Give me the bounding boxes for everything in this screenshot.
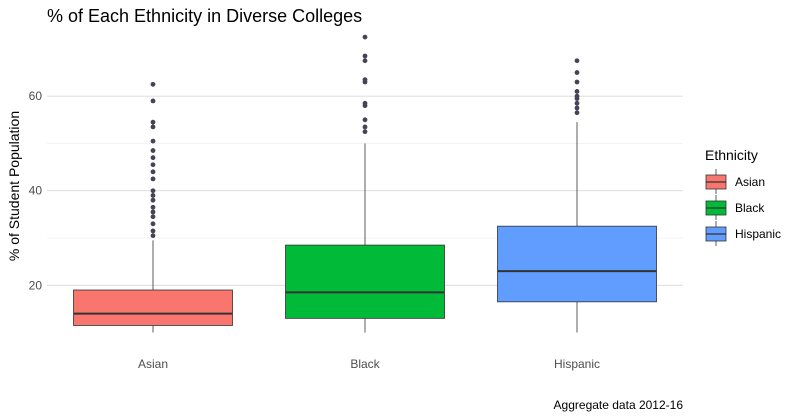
- x-tick-label: Hispanic: [554, 357, 600, 371]
- y-tick-label: 40: [29, 184, 43, 198]
- outlier-point: [362, 53, 368, 59]
- legend-label: Hispanic: [735, 227, 781, 241]
- outlier-point: [362, 58, 368, 64]
- outlier-point: [150, 193, 156, 198]
- outlier-point: [150, 148, 156, 153]
- outlier-point: [150, 204, 156, 210]
- y-tick-label: 20: [29, 278, 43, 292]
- outlier-point: [150, 124, 156, 130]
- outlier-point: [574, 93, 580, 99]
- outlier-point: [362, 129, 368, 135]
- y-axis-title: % of Student Population: [6, 111, 22, 261]
- outlier-point: [362, 100, 368, 106]
- outlier-point: [150, 119, 156, 125]
- box-asian: [73, 289, 233, 326]
- outlier-point: [362, 34, 368, 40]
- outlier-point: [150, 176, 156, 182]
- outlier-point: [150, 81, 156, 87]
- outlier-point: [362, 77, 368, 83]
- legend-label: Black: [735, 201, 765, 215]
- box-hispanic: [497, 225, 657, 303]
- outlier-point: [150, 155, 156, 161]
- outlier-point: [574, 79, 580, 85]
- outlier-point: [574, 58, 580, 64]
- outlier-point: [574, 110, 580, 116]
- x-tick-label: Black: [350, 357, 380, 371]
- outlier-point: [574, 89, 580, 94]
- chart-title: % of Each Ethnicity in Diverse Colleges: [47, 6, 363, 26]
- outlier-point: [150, 162, 156, 168]
- box-black: [285, 244, 445, 319]
- outlier-point: [574, 105, 580, 111]
- outlier-point: [150, 228, 156, 234]
- outlier-point: [150, 98, 156, 104]
- outlier-point: [574, 70, 580, 75]
- y-tick-label: 60: [29, 89, 43, 103]
- outlier-point: [574, 100, 580, 106]
- outlier-point: [150, 214, 156, 220]
- outlier-point: [150, 233, 156, 239]
- x-tick-label: Asian: [138, 357, 168, 371]
- chart-caption: Aggregate data 2012-16: [553, 398, 683, 412]
- outlier-point: [150, 197, 156, 203]
- legend-label: Asian: [735, 175, 765, 189]
- outlier-point: [150, 221, 156, 227]
- outlier-point: [150, 209, 156, 215]
- legend-title: Ethnicity: [705, 147, 758, 163]
- outlier-point: [150, 169, 156, 175]
- outlier-point: [150, 138, 156, 144]
- outlier-point: [150, 188, 156, 194]
- outlier-point: [362, 117, 368, 123]
- outlier-point: [362, 124, 368, 130]
